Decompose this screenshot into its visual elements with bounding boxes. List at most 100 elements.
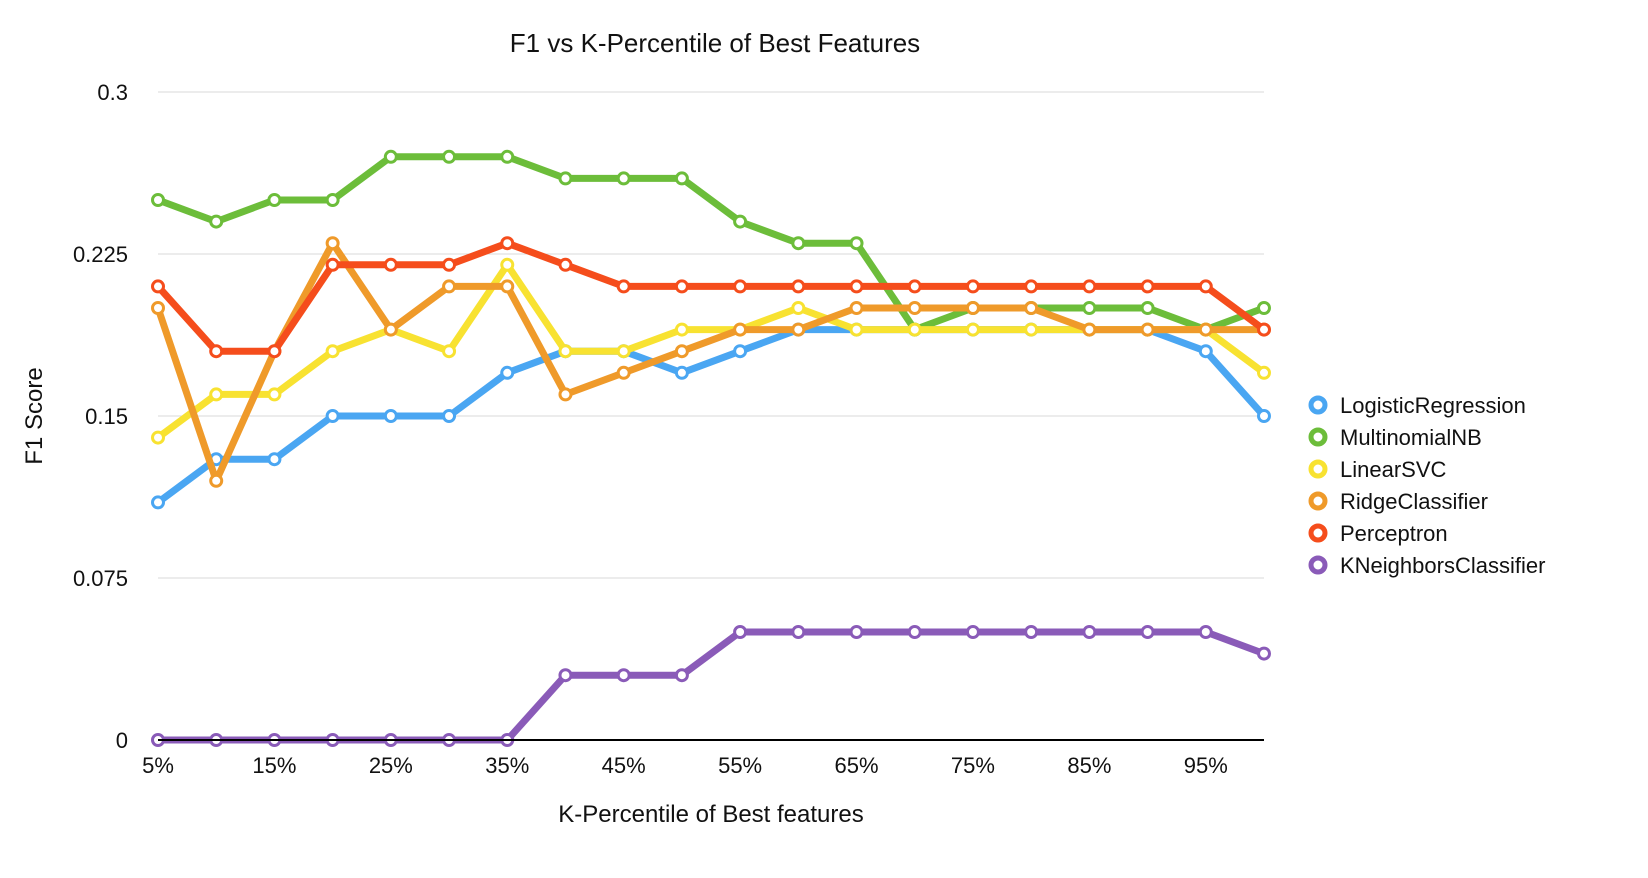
data-point	[325, 409, 340, 423]
data-point	[674, 322, 689, 337]
legend-label: MultinomialNB	[1340, 425, 1482, 450]
data-point	[151, 495, 165, 510]
legend-marker	[1308, 459, 1328, 479]
data-point	[1140, 279, 1155, 294]
data-point	[616, 365, 631, 380]
data-point	[907, 279, 922, 294]
data-point	[616, 171, 631, 186]
data-point	[733, 344, 748, 359]
data-point	[151, 193, 165, 207]
data-point	[1024, 279, 1039, 294]
data-point	[965, 322, 980, 337]
x-tick-label: 45%	[602, 753, 646, 778]
data-point	[558, 171, 573, 186]
data-point	[442, 257, 457, 272]
data-point	[500, 257, 515, 272]
data-point	[616, 344, 631, 359]
data-point	[1257, 301, 1271, 315]
data-point	[1024, 322, 1039, 337]
legend-item: LinearSVC	[1308, 457, 1447, 482]
series-MultinomialNB	[151, 149, 1271, 337]
x-axis-title: K-Percentile of Best features	[558, 801, 863, 828]
data-point	[442, 344, 457, 359]
data-point	[383, 149, 398, 164]
series-line	[154, 239, 1268, 485]
data-point	[1257, 322, 1271, 337]
x-tick-label: 15%	[252, 753, 296, 778]
data-point	[674, 279, 689, 294]
data-point	[1198, 279, 1213, 294]
series-Perceptron	[151, 236, 1271, 359]
data-point	[267, 344, 282, 359]
data-point	[383, 257, 398, 272]
data-point	[558, 257, 573, 272]
data-point	[965, 301, 980, 315]
data-point	[1198, 344, 1213, 359]
data-point	[209, 214, 224, 229]
data-point	[151, 279, 165, 294]
data-point	[267, 193, 282, 207]
data-point	[1024, 301, 1039, 315]
legend-label: LogisticRegression	[1340, 393, 1526, 418]
x-tick-label: 55%	[718, 753, 762, 778]
data-point	[267, 452, 282, 467]
data-point	[325, 236, 340, 251]
data-point	[1082, 625, 1097, 639]
legend-item: KNeighborsClassifier	[1308, 553, 1545, 578]
data-point	[1082, 301, 1097, 315]
legend: LogisticRegression MultinomialNB LinearSVC…	[1308, 393, 1545, 578]
data-point	[791, 625, 806, 639]
data-point	[442, 149, 457, 164]
data-point	[849, 301, 864, 315]
legend-item: RidgeClassifier	[1308, 489, 1488, 514]
data-point	[849, 236, 864, 251]
data-point	[674, 344, 689, 359]
data-point	[616, 668, 631, 683]
data-point	[907, 322, 922, 337]
data-point	[442, 279, 457, 294]
series-line	[154, 239, 1268, 355]
data-point	[500, 365, 515, 380]
x-tick-label: 65%	[835, 753, 879, 778]
data-point	[1082, 322, 1097, 337]
legend-marker	[1308, 395, 1328, 415]
y-tick-label: 0	[116, 728, 128, 753]
data-point	[500, 236, 515, 251]
data-point	[558, 668, 573, 683]
data-point	[1140, 322, 1155, 337]
x-tick-label: 95%	[1184, 753, 1228, 778]
legend-marker	[1308, 555, 1328, 575]
data-point	[558, 344, 573, 359]
data-point	[791, 279, 806, 294]
data-point	[791, 322, 806, 337]
data-point	[325, 193, 340, 207]
data-point	[674, 171, 689, 186]
legend-marker	[1308, 523, 1328, 543]
data-point	[383, 409, 398, 423]
data-point	[907, 625, 922, 639]
x-tick-label: 85%	[1067, 753, 1111, 778]
data-point	[965, 279, 980, 294]
data-point	[791, 301, 806, 315]
data-point	[965, 625, 980, 639]
legend-marker	[1308, 427, 1328, 447]
x-tick-label: 25%	[369, 753, 413, 778]
data-point	[907, 301, 922, 315]
data-point	[1257, 646, 1271, 661]
data-point	[1024, 625, 1039, 639]
chart-title: F1 vs K-Percentile of Best Features	[510, 28, 920, 58]
x-tick-label: 5%	[142, 753, 174, 778]
legend-marker	[1308, 491, 1328, 511]
legend-label: RidgeClassifier	[1340, 489, 1488, 514]
legend-item: Perceptron	[1308, 521, 1448, 546]
data-point	[1198, 322, 1213, 337]
y-tick-label: 0.225	[73, 242, 128, 267]
x-tick-label: 75%	[951, 753, 995, 778]
data-point	[1257, 409, 1271, 423]
data-point	[500, 149, 515, 164]
data-point	[267, 387, 282, 402]
data-point	[325, 344, 340, 359]
data-point	[733, 214, 748, 229]
y-axis-title: F1 Score	[21, 367, 48, 464]
legend-label: LinearSVC	[1340, 457, 1447, 482]
